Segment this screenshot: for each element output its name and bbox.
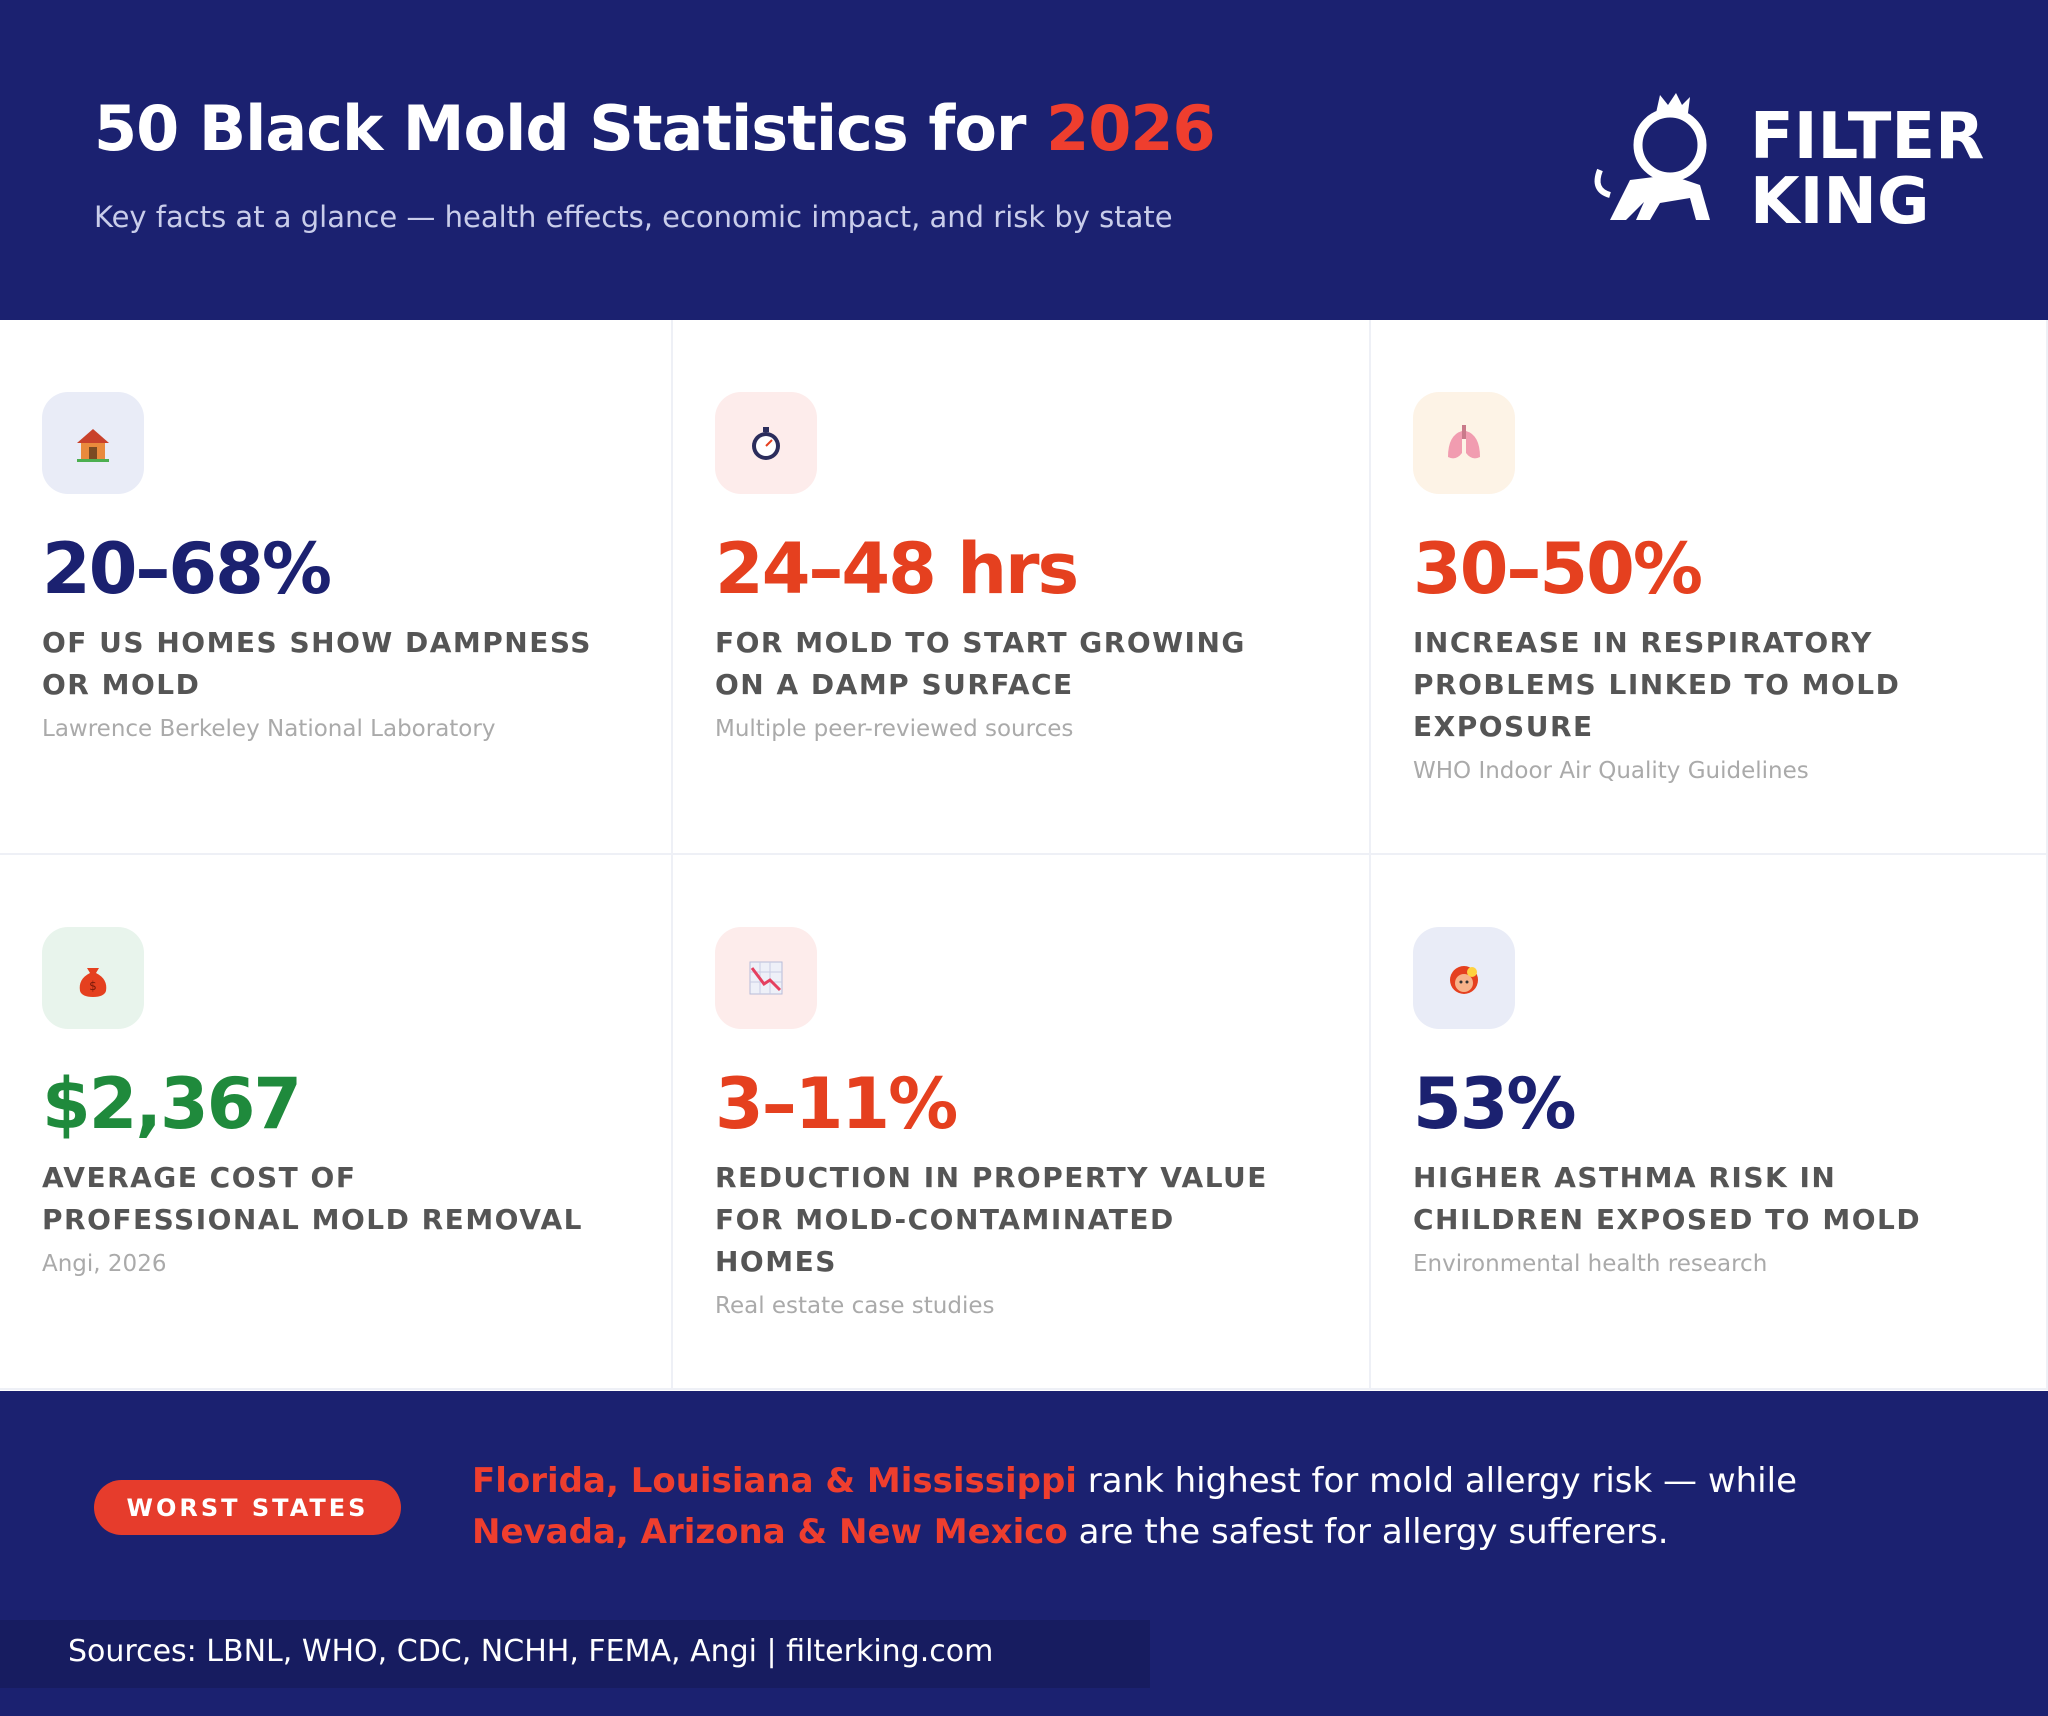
stat-card: 20–68% OF US HOMES SHOW DAMPNESS OR MOLD L… bbox=[0, 320, 673, 855]
logo-lion bbox=[1594, 93, 1710, 220]
logo-text: FILTER bbox=[1750, 100, 1985, 174]
icon-graphic bbox=[1450, 966, 1478, 994]
card-icon bbox=[715, 927, 817, 1029]
footer: WORST STATES Florida, Louisiana & Missis… bbox=[0, 1391, 2048, 1716]
subtitle: Key facts at a glance — health effects, … bbox=[94, 200, 1173, 234]
icon-graphic bbox=[77, 429, 109, 462]
header: 50 Black Mold Statistics for 2026 Key fa… bbox=[0, 0, 2048, 320]
icon-graphic bbox=[749, 961, 783, 995]
title-text: 50 Black Mold Statistics for bbox=[94, 92, 1047, 165]
stat-value: $2,367 bbox=[42, 1063, 302, 1145]
message: Florida, Louisiana & Mississippi rank hi… bbox=[472, 1456, 1892, 1558]
card-icon bbox=[42, 392, 144, 494]
stat-card: $ $2,367 AVERAGE COST OF PROFESSIONAL MOLD… bbox=[0, 855, 673, 1390]
stat-source: Multiple peer-reviewed sources bbox=[715, 716, 1074, 742]
card-icon: $ bbox=[42, 927, 144, 1029]
stat-description: FOR MOLD TO START GROWING ON A DAMP SURF… bbox=[715, 626, 1246, 701]
sources: Sources: LBNL, WHO, CDC, NCHH, FEMA, Ang… bbox=[0, 1620, 1150, 1688]
stat-source: WHO Indoor Air Quality Guidelines bbox=[1413, 758, 1809, 784]
stat-description: AVERAGE COST OF PROFESSIONAL MOLD REMOVA… bbox=[42, 1161, 584, 1236]
stat-value: 20–68% bbox=[42, 528, 332, 610]
stat-source: Lawrence Berkeley National Laboratory bbox=[42, 716, 496, 742]
stat-source: Environmental health research bbox=[1413, 1251, 1768, 1277]
stat-value: 53% bbox=[1413, 1063, 1577, 1145]
highlight: Nevada, Arizona & New Mexico bbox=[472, 1512, 1068, 1552]
message-text: are the safest for allergy sufferers. bbox=[1067, 1512, 1669, 1552]
icon-graphic bbox=[752, 427, 780, 460]
stat-description: OF US HOMES SHOW DAMPNESS OR MOLD bbox=[42, 626, 592, 701]
stat-value: 30–50% bbox=[1413, 528, 1703, 610]
message-text: rank highest for mold allergy risk — whi… bbox=[1076, 1461, 1797, 1501]
stat-value: 24–48 hrs bbox=[715, 528, 1079, 610]
stat-value: 3–11% bbox=[715, 1063, 958, 1145]
stat-card: 53% HIGHER ASTHMA RISK IN CHILDREN EXPOSE… bbox=[1371, 855, 2048, 1390]
card-icon bbox=[1413, 392, 1515, 494]
stat-card: 24–48 hrs FOR MOLD TO START GROWING ON A … bbox=[673, 320, 1371, 855]
stat-description: REDUCTION IN PROPERTY VALUE FOR MOLD-CON… bbox=[715, 1161, 1268, 1278]
stat-source: Angi, 2026 bbox=[42, 1251, 167, 1277]
stat-grid: 20–68% OF US HOMES SHOW DAMPNESS OR MOLD L… bbox=[0, 320, 2048, 1391]
stat-source: Real estate case studies bbox=[715, 1293, 995, 1319]
card-icon bbox=[1413, 927, 1515, 1029]
stat-description: HIGHER ASTHMA RISK IN CHILDREN EXPOSED T… bbox=[1413, 1161, 1922, 1236]
stat-card: 30–50% INCREASE IN RESPIRATORY PROBLEMS L… bbox=[1371, 320, 2048, 855]
title-year: 2026 bbox=[1046, 92, 1216, 165]
stat-description: INCREASE IN RESPIRATORY PROBLEMS LINKED … bbox=[1413, 626, 1901, 743]
logo-text: KING bbox=[1750, 165, 1930, 239]
card-icon bbox=[715, 392, 817, 494]
highlight: Florida, Louisiana & Mississippi bbox=[472, 1461, 1077, 1501]
svg-text:$: $ bbox=[89, 979, 97, 993]
icon-graphic: $ bbox=[79, 968, 107, 997]
icon-graphic bbox=[1448, 425, 1480, 459]
stat-card: 3–11% REDUCTION IN PROPERTY VALUE FOR MOL… bbox=[673, 855, 1371, 1390]
title: 50 Black Mold Statistics for 2026 bbox=[94, 92, 1216, 165]
badge: WORST STATES bbox=[94, 1480, 401, 1535]
